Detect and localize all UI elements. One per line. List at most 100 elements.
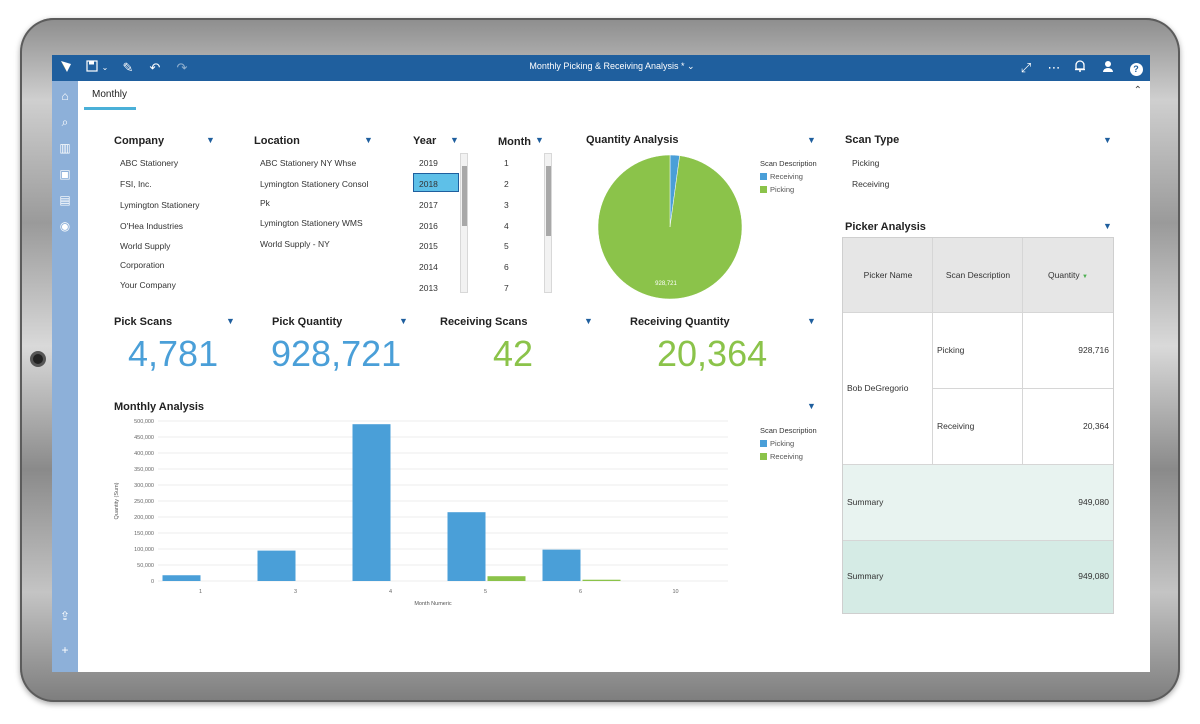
filter-icon[interactable]: ▼: [807, 316, 816, 326]
filter-icon[interactable]: ▼: [226, 316, 235, 326]
x-axis-label: Month Numeric: [414, 601, 452, 607]
table-header-cell[interactable]: Quantity ▼: [1023, 238, 1113, 313]
year-scrollbar[interactable]: [460, 153, 468, 293]
x-tick-label: 6: [579, 589, 582, 595]
receiving-scans-value: 42: [493, 333, 534, 374]
scan-type-item[interactable]: Receiving: [852, 179, 890, 189]
filter-icon[interactable]: ▼: [1103, 221, 1112, 231]
month-scroll-thumb[interactable]: [546, 166, 551, 236]
year-item[interactable]: 2019: [419, 158, 438, 168]
location-item[interactable]: Lymington Stationery WMS: [260, 218, 363, 228]
year-item[interactable]: 2016: [419, 221, 438, 231]
legend-swatch: [760, 173, 767, 180]
team-folder-icon[interactable]: ▤: [59, 193, 71, 207]
sort-desc-icon[interactable]: ▼: [1082, 274, 1088, 280]
location-item[interactable]: World Supply - NY: [260, 239, 330, 249]
year-scroll-thumb[interactable]: [462, 166, 467, 226]
x-tick-label: 4: [389, 589, 392, 595]
table-cell: 928,716: [1023, 313, 1113, 389]
month-item[interactable]: 4: [504, 221, 509, 231]
month-item[interactable]: 2: [504, 179, 509, 189]
user-icon[interactable]: [1100, 59, 1116, 77]
month-item[interactable]: 5: [504, 241, 509, 251]
filter-icon[interactable]: ▼: [807, 401, 816, 411]
filter-icon[interactable]: ▼: [399, 316, 408, 326]
month-item[interactable]: 3: [504, 200, 509, 210]
bar-receiving-5: [487, 576, 526, 581]
help-icon[interactable]: ?: [1128, 59, 1144, 77]
x-tick-label: 5: [484, 589, 487, 595]
pie-legend-item[interactable]: Picking: [760, 185, 794, 194]
filter-icon[interactable]: ▼: [807, 135, 816, 145]
year-item-selected[interactable]: 2018: [419, 179, 438, 189]
month-item[interactable]: 7: [504, 283, 509, 293]
pick-quantity-title: Pick Quantity: [272, 316, 343, 328]
quantity-pie-chart: 928,721: [597, 154, 743, 300]
table-header-cell[interactable]: Scan Description: [933, 238, 1023, 313]
pie-legend-item[interactable]: Receiving: [760, 172, 803, 181]
upload-icon[interactable]: ⇪: [59, 609, 71, 623]
company-item[interactable]: O'Hea Industries: [120, 221, 184, 231]
collapse-icon[interactable]: ⌃: [1133, 85, 1142, 96]
location-item[interactable]: Pk: [260, 198, 270, 208]
tab-monthly[interactable]: Monthly: [92, 89, 128, 100]
month-title: Month: [498, 136, 531, 148]
filter-icon[interactable]: ▼: [1103, 135, 1112, 145]
year-item[interactable]: 2013: [419, 283, 438, 293]
picker-table: Picker Name Scan Description Quantity ▼ …: [842, 237, 1114, 614]
receiving-quantity-value: 20,364: [657, 333, 768, 374]
pie-slice-label: 928,721: [655, 281, 677, 287]
legend-swatch: [760, 186, 767, 193]
summary-row: Summary 949,080: [843, 465, 1113, 541]
bar-picking-1: [162, 575, 201, 581]
pencil-icon[interactable]: ✎: [122, 60, 134, 75]
x-tick-label: 10: [672, 589, 678, 595]
redo-icon[interactable]: ↷: [176, 60, 188, 75]
month-item[interactable]: 1: [504, 158, 509, 168]
tablet-frame: ⌄ ✎ ↶ ↷ Monthly Picking & Receiving Anal…: [20, 18, 1180, 702]
company-item[interactable]: Your Company: [120, 280, 176, 290]
bar-legend-title: Scan Description: [760, 426, 817, 435]
company-item[interactable]: Corporation: [120, 260, 165, 270]
year-item[interactable]: 2014: [419, 262, 438, 272]
filter-icon[interactable]: ▼: [584, 316, 593, 326]
month-scrollbar[interactable]: [544, 153, 552, 293]
y-axis-label: Quantity (Sum): [114, 482, 120, 519]
bar-legend-item[interactable]: Receiving: [760, 452, 803, 461]
more-icon[interactable]: ⋯: [1047, 60, 1061, 75]
filter-icon[interactable]: ▼: [206, 135, 215, 145]
scan-type-item[interactable]: Picking: [852, 158, 880, 168]
document-icon[interactable]: ▥: [59, 141, 71, 155]
year-item[interactable]: 2017: [419, 200, 438, 210]
save-icon[interactable]: [84, 59, 100, 77]
bell-icon[interactable]: [1072, 59, 1088, 77]
location-item[interactable]: ABC Stationery NY Whse: [260, 158, 357, 168]
pie-slice-picking: [597, 154, 743, 300]
bar-legend-item[interactable]: Picking: [760, 439, 794, 448]
filter-icon[interactable]: ▼: [535, 135, 544, 145]
month-item[interactable]: 6: [504, 262, 509, 272]
bar-picking-4: [352, 424, 391, 581]
table-header-cell[interactable]: Picker Name: [843, 238, 933, 313]
undo-icon[interactable]: ↶: [149, 60, 161, 75]
location-item[interactable]: Lymington Stationery Consol: [260, 179, 369, 189]
company-item[interactable]: Lymington Stationery: [120, 200, 200, 210]
recent-icon[interactable]: ◉: [59, 219, 71, 233]
dashboard-title[interactable]: Monthly Picking & Receiving Analysis * ⌄: [529, 61, 695, 71]
company-item[interactable]: World Supply: [120, 241, 171, 251]
chevron-down-icon[interactable]: ⌄: [101, 63, 109, 72]
year-item[interactable]: 2015: [419, 241, 438, 251]
camera-icon: [30, 351, 46, 367]
expand-icon[interactable]: ⤢: [1020, 60, 1032, 75]
company-item[interactable]: FSI, Inc.: [120, 179, 152, 189]
filter-icon[interactable]: ▼: [364, 135, 373, 145]
search-icon[interactable]: ⌕: [61, 115, 69, 129]
home-icon[interactable]: ⌂: [61, 89, 69, 103]
title-chevron-icon[interactable]: ⌄: [687, 61, 695, 71]
company-item[interactable]: ABC Stationery: [120, 158, 179, 168]
logo-icon[interactable]: [58, 59, 74, 77]
pick-scans-title: Pick Scans: [114, 316, 173, 328]
filter-icon[interactable]: ▼: [450, 135, 459, 145]
add-icon[interactable]: +: [61, 643, 69, 657]
folder-icon[interactable]: ▣: [59, 167, 71, 181]
